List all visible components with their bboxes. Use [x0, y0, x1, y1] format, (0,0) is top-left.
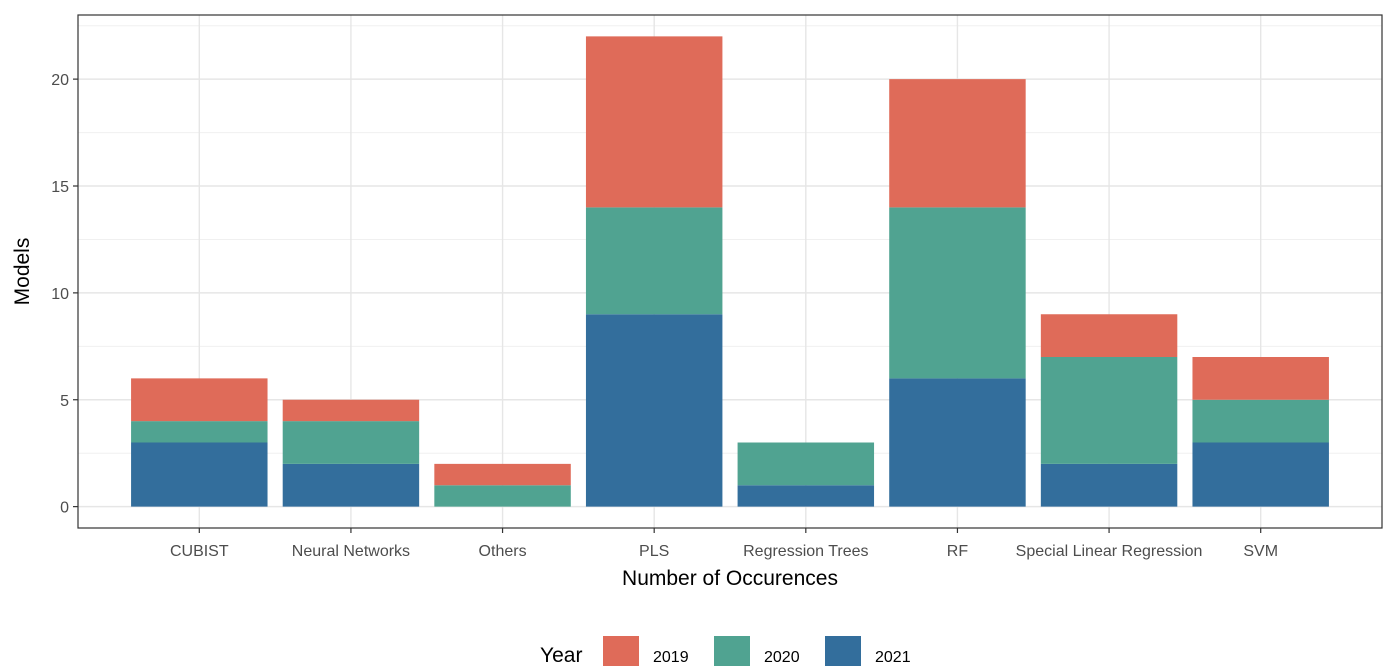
legend-label: 2021: [875, 649, 911, 666]
bar-segment: [1040, 463, 1178, 507]
bar-segment: [434, 463, 571, 486]
bar-segment: [1192, 357, 1329, 400]
bar-segment: [434, 485, 571, 507]
y-tick-label: 10: [51, 286, 69, 303]
y-tick-label: 20: [51, 72, 69, 89]
bar-segment: [737, 442, 875, 486]
bar-segment: [1040, 357, 1178, 464]
y-axis: 0 5 10 15 20: [51, 72, 78, 517]
x-axis: CUBIST Neural Networks Others PLS Regression…: [170, 528, 1278, 560]
y-tick-label: 5: [60, 393, 69, 410]
bar-segment: [1192, 442, 1329, 507]
x-tick-label: Special Linear Regression: [1016, 543, 1203, 560]
bar-segment: [889, 79, 1026, 208]
bar-segment: [282, 463, 420, 507]
y-tick-label: 0: [60, 500, 69, 517]
x-tick-label: PLS: [639, 543, 669, 560]
y-tick-label: 15: [51, 179, 69, 196]
bar-segment: [131, 421, 268, 443]
legend-key: [825, 636, 861, 669]
bar-segment: [889, 378, 1026, 507]
bar-segment: [737, 485, 875, 507]
bar-segment: [585, 314, 723, 507]
bars: [131, 36, 1329, 507]
x-tick-label: Others: [479, 543, 527, 560]
x-tick-label: CUBIST: [170, 543, 229, 560]
bar-segment: [889, 207, 1026, 379]
bar-segment: [1192, 399, 1329, 443]
x-tick-label: Regression Trees: [743, 543, 868, 560]
y-axis-title: Models: [11, 238, 34, 306]
x-axis-title: Number of Occurences: [622, 567, 838, 590]
x-tick-label: RF: [947, 543, 969, 560]
bar-segment: [282, 399, 420, 422]
legend-key: [714, 636, 750, 669]
x-tick-label: Neural Networks: [292, 543, 410, 560]
legend-title: Year: [540, 644, 582, 666]
plot-panel-border: [77, 14, 1383, 529]
bar-segment: [585, 36, 723, 208]
legend-label: 2019: [653, 649, 689, 666]
bar-segment: [131, 378, 268, 422]
legend-key: [603, 636, 639, 669]
x-tick-label: SVM: [1243, 543, 1278, 560]
bar-segment: [282, 421, 420, 464]
bar-segment: [585, 207, 723, 315]
bar-segment: [1040, 314, 1178, 357]
legend: Year 2019 2020 2021: [540, 636, 911, 669]
bar-segment: [131, 442, 268, 507]
grid: [78, 15, 1382, 528]
legend-label: 2020: [764, 649, 800, 666]
